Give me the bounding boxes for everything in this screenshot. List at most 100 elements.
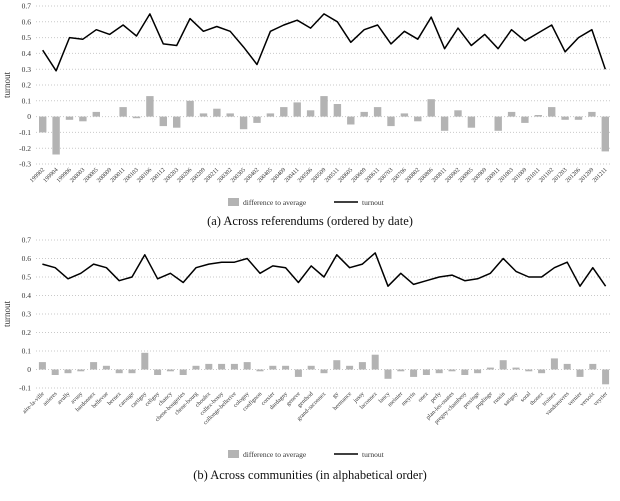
difference-bar (199, 113, 208, 117)
x-tick-label: onex (417, 391, 429, 403)
figure-communities: 0.7 0.6 0.5 0.4 0.3 0.2 0.1 0 -0.1 aire-la-ville a… (0, 234, 620, 486)
difference-bar (534, 115, 542, 117)
x-tick-label: avully (57, 391, 72, 406)
difference-bar (512, 367, 520, 370)
legend-line-label: turnout (362, 450, 385, 459)
y-tick-label: 0.5 (22, 273, 32, 282)
difference-bar (307, 365, 315, 370)
y-tick-label: -0.2 (19, 144, 31, 153)
difference-bar (293, 102, 301, 117)
y-tick-label: 0.2 (22, 81, 32, 90)
difference-bar (213, 108, 221, 117)
difference-bar (427, 99, 435, 117)
turnout-line (42, 13, 607, 72)
caption-referendums: (a) Across referendums (ordered by date) (207, 214, 413, 228)
difference-bar (414, 116, 422, 122)
difference-bar (269, 365, 277, 370)
difference-bar (550, 358, 558, 370)
difference-bar (588, 111, 596, 117)
difference-bar (333, 104, 342, 117)
difference-bar (173, 116, 181, 128)
difference-bar (435, 369, 443, 374)
difference-bar (494, 116, 502, 131)
difference-bar (507, 111, 516, 117)
difference-bar (159, 116, 167, 127)
y-tick-label: 0.6 (22, 17, 32, 26)
y-tick-label: 0 (27, 365, 31, 374)
difference-bar (226, 113, 234, 117)
y-tick-label: 0.4 (22, 49, 32, 58)
difference-bar (387, 116, 395, 127)
y-tick-label: 0.2 (22, 328, 32, 337)
turnout-line (42, 252, 607, 287)
difference-bar (256, 369, 264, 372)
difference-bar (400, 113, 409, 117)
difference-bar (410, 369, 418, 377)
difference-bar (371, 354, 379, 370)
difference-bar (320, 96, 328, 117)
difference-bar (397, 369, 405, 372)
x-tick-label: veyrier (593, 391, 609, 407)
x-tick-label: satigny (503, 391, 520, 408)
y-tick-label: 0.7 (22, 236, 32, 245)
y-tick-label: 0.7 (22, 2, 32, 11)
difference-bar (205, 363, 213, 370)
x-tick-label: meyrin (401, 391, 417, 407)
y-tick-label: 0.3 (22, 65, 32, 74)
difference-bar (146, 96, 154, 117)
legend-bar-swatch (228, 198, 239, 206)
difference-bar (230, 363, 238, 370)
difference-bar (282, 365, 290, 370)
difference-bar (128, 369, 136, 374)
difference-bar (333, 360, 341, 370)
difference-bar (474, 369, 482, 374)
difference-bar (77, 369, 85, 372)
y-tick-label: -0.3 (19, 160, 31, 169)
difference-bar (192, 365, 200, 370)
difference-bar (266, 113, 275, 117)
difference-bar (253, 116, 261, 123)
difference-bar (467, 116, 476, 128)
difference-bar (320, 369, 328, 374)
difference-bar (347, 116, 355, 125)
chart-svg: 0.70.60.50.40.30.20.10-0.1aire-la-villea… (2, 236, 612, 459)
y-axis-title: turnout (2, 72, 12, 98)
difference-bar (422, 369, 430, 375)
legend-bar-swatch (228, 450, 239, 458)
chart-communities: 0.7 0.6 0.5 0.4 0.3 0.2 0.1 0 -0.1 aire-la-ville a… (0, 234, 620, 466)
difference-bar (119, 107, 127, 117)
difference-bar (280, 107, 288, 117)
difference-bar (38, 362, 46, 370)
legend-bar-label: difference to average (243, 450, 307, 459)
difference-bar (576, 369, 584, 377)
chart-svg: 0.70.60.50.40.30.20.10-0.1-0.2-0.3199902… (2, 2, 612, 207)
difference-bar (166, 369, 174, 372)
difference-bar (179, 369, 187, 375)
caption-communities: (b) Across communities (in alphabetical … (193, 468, 427, 482)
difference-bar (499, 360, 507, 370)
difference-bar (525, 369, 533, 372)
y-tick-label: 0.1 (22, 96, 32, 105)
difference-bar (360, 111, 368, 117)
difference-bar (448, 369, 456, 372)
difference-bar (218, 363, 226, 370)
difference-bar (461, 369, 469, 375)
difference-bar (65, 116, 74, 120)
legend-line-label: turnout (362, 198, 385, 207)
difference-bar (115, 369, 123, 374)
difference-bar (602, 369, 610, 385)
difference-bar (90, 362, 98, 370)
difference-bar (440, 116, 449, 131)
difference-bar (373, 107, 382, 117)
difference-bar (154, 369, 162, 375)
legend-bar-label: difference to average (243, 198, 307, 207)
y-tick-label: 0.6 (22, 254, 32, 263)
difference-bar (454, 110, 462, 117)
difference-bar (384, 369, 392, 379)
difference-bar (294, 369, 302, 377)
difference-bar (538, 369, 546, 374)
y-tick-label: 0 (27, 112, 31, 121)
y-tick-label: 0.3 (22, 310, 32, 319)
difference-bar (79, 116, 87, 122)
difference-bar (239, 116, 248, 130)
